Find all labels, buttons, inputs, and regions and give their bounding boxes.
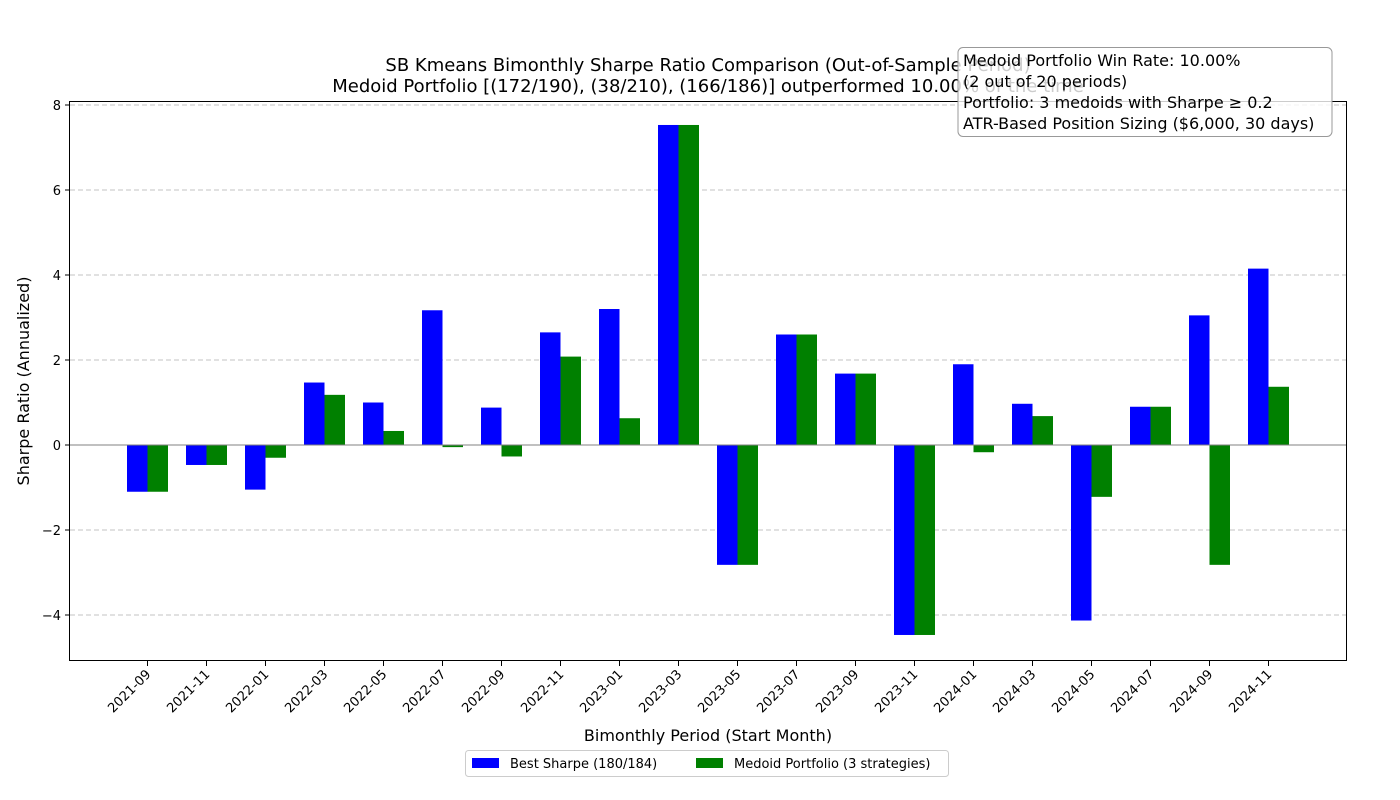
x-tick-label: 2024-11 (1226, 667, 1275, 716)
info-box: Medoid Portfolio Win Rate: 10.00% (2 out… (957, 47, 1333, 137)
best-sharpe-bar (658, 124, 679, 445)
best-sharpe-bar (1071, 445, 1092, 621)
grid-lines (70, 104, 1346, 616)
x-tick-label: 2023-03 (636, 667, 685, 716)
best-sharpe-bar (1248, 268, 1269, 445)
x-tick-label: 2022-07 (400, 667, 449, 716)
x-tick-label: 2024-05 (1049, 667, 1098, 716)
y-tick-label: 4 (53, 269, 61, 284)
x-tick-label: 2023-11 (872, 667, 921, 716)
medoid-portfolio-bar (324, 394, 345, 445)
best-sharpe-bar (953, 364, 974, 445)
medoid-portfolio-bar (914, 445, 935, 635)
best-sharpe-bar (422, 310, 443, 445)
best-sharpe-bar (717, 445, 738, 565)
best-sharpe-bar (1189, 315, 1210, 445)
chart-subtitle: Medoid Portfolio [(172/190), (38/210), (… (332, 76, 1084, 97)
best-sharpe-bar (599, 309, 620, 445)
medoid-portfolio-bar (1209, 445, 1230, 565)
x-tick-label: 2024-09 (1167, 667, 1216, 716)
x-tick-label: 2021-09 (105, 667, 154, 716)
y-tick-label: −4 (42, 609, 61, 624)
x-tick-label: 2022-09 (459, 667, 508, 716)
x-tick-label: 2024-01 (931, 667, 980, 716)
x-tick-label: 2021-11 (164, 667, 213, 716)
best-sharpe-bar (245, 445, 266, 490)
bars (127, 124, 1289, 635)
medoid-portfolio-bar (1150, 406, 1171, 445)
chart-title: SB Kmeans Bimonthly Sharpe Ratio Compari… (385, 55, 1030, 76)
x-tick-label: 2024-03 (990, 667, 1039, 716)
medoid-portfolio-bar (796, 334, 817, 445)
plot-frame (69, 101, 1347, 661)
medoid-portfolio-bar (265, 445, 286, 458)
medoid-portfolio-bar (678, 124, 699, 445)
x-axis-label: Bimonthly Period (Start Month) (584, 726, 832, 745)
legend-label-medoid-portfolio: Medoid Portfolio (3 strategies) (734, 757, 931, 772)
legend-swatch-best-sharpe (472, 758, 499, 768)
y-tick-label: 2 (53, 354, 61, 369)
info-line-periods: (2 out of 20 periods) (963, 72, 1127, 91)
medoid-portfolio-bar (383, 430, 404, 445)
medoid-portfolio-bar (1091, 445, 1112, 497)
best-sharpe-bar (776, 334, 797, 445)
x-tick-label: 2023-05 (695, 667, 744, 716)
best-sharpe-bar (304, 382, 325, 445)
best-sharpe-bar (186, 445, 207, 465)
medoid-portfolio-bar (855, 373, 876, 445)
best-sharpe-bar (481, 407, 502, 445)
best-sharpe-bar (540, 332, 561, 445)
y-tick-label: 6 (53, 184, 61, 199)
medoid-portfolio-bar (1268, 386, 1289, 445)
best-sharpe-bar (363, 402, 384, 445)
best-sharpe-bar (894, 445, 915, 635)
y-tick-label: −2 (42, 524, 61, 539)
info-line-win-rate: Medoid Portfolio Win Rate: 10.00% (963, 51, 1241, 70)
x-tick-label: 2023-01 (577, 667, 626, 716)
legend-swatch-medoid-portfolio (696, 758, 723, 768)
best-sharpe-bar (1012, 403, 1033, 445)
legend: Best Sharpe (180/184) Medoid Portfolio (… (465, 750, 949, 777)
y-tick-label: 0 (53, 439, 61, 454)
medoid-portfolio-bar (501, 445, 522, 457)
legend-label-best-sharpe: Best Sharpe (180/184) (510, 757, 657, 772)
best-sharpe-bar (1130, 406, 1151, 445)
medoid-portfolio-bar (619, 418, 640, 445)
medoid-portfolio-bar (973, 445, 994, 453)
y-axis-label: Sharpe Ratio (Annualized) (14, 277, 33, 486)
medoid-portfolio-bar (560, 356, 581, 445)
best-sharpe-bar (835, 373, 856, 445)
medoid-portfolio-bar (1032, 416, 1053, 445)
x-tick-label: 2022-03 (282, 667, 331, 716)
medoid-portfolio-bar (147, 445, 168, 492)
medoid-portfolio-bar (442, 445, 463, 448)
medoid-portfolio-bar (737, 445, 758, 565)
x-tick-label: 2022-05 (341, 667, 390, 716)
x-tick-label: 2022-11 (518, 667, 567, 716)
info-line-portfolio: Portfolio: 3 medoids with Sharpe ≥ 0.2 (963, 93, 1273, 112)
info-line-sizing: ATR-Based Position Sizing ($6,000, 30 da… (963, 114, 1314, 133)
medoid-portfolio-bar (206, 445, 227, 465)
x-tick-label: 2023-09 (813, 667, 862, 716)
x-tick-label: 2024-07 (1108, 667, 1157, 716)
y-tick-label: 8 (53, 99, 61, 114)
best-sharpe-bar (127, 445, 148, 492)
x-tick-label: 2023-07 (754, 667, 803, 716)
x-tick-label: 2022-01 (223, 667, 272, 716)
